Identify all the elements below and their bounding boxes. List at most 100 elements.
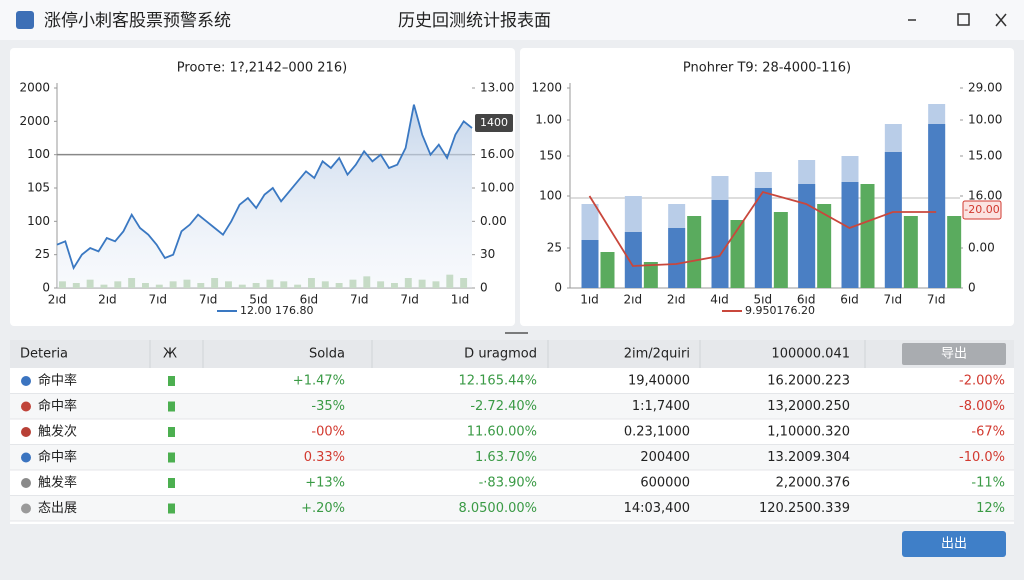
cell: -8.00%: [959, 399, 1005, 414]
cell: -35%: [311, 399, 345, 414]
y-tick-label: 1200: [531, 81, 562, 95]
row-dot: [21, 503, 31, 514]
bar: [711, 200, 729, 288]
cell: 19,40000: [628, 374, 690, 389]
cell: -00%: [311, 425, 345, 440]
x-tick-label: 7ıd: [400, 293, 419, 307]
cell: 2,2000.376: [776, 476, 850, 491]
footer-button[interactable]: [902, 531, 1006, 557]
x-tick-label: 5ıd: [249, 293, 268, 307]
window-controls[interactable]: [908, 13, 1007, 27]
legend-label: 9.950176.20: [745, 304, 815, 317]
y-tick-label: 105: [27, 181, 50, 195]
y2-tick-label: 30: [480, 247, 495, 261]
row-label: 命中率: [38, 373, 77, 389]
cell: 1:1,7400: [632, 399, 690, 414]
bar: [730, 220, 745, 288]
y2-tick-label: 0.00: [968, 241, 995, 255]
x-tick-label: 6ıd: [300, 293, 319, 307]
y2-tick-label: 16.00: [968, 189, 1002, 203]
cell: +13%: [305, 476, 345, 491]
table: [10, 340, 1014, 524]
bar: [581, 240, 599, 288]
y2-tick-label: 0: [480, 281, 488, 295]
bar: [903, 216, 918, 288]
bar: [798, 184, 816, 288]
bar: [773, 212, 788, 288]
x-tick-label: 2ıd: [667, 293, 686, 307]
column-header: Solda: [309, 347, 345, 362]
column-header: 100000.041: [771, 347, 850, 362]
legend-label: 12.00 176.80: [240, 304, 313, 317]
x-tick-label: 7ıd: [884, 293, 903, 307]
tag-label: -20.00: [964, 203, 999, 216]
row-dot: [21, 478, 31, 488]
bar: [817, 204, 832, 288]
row-label: 触发率: [38, 475, 77, 491]
column-header: Deteria: [20, 347, 68, 362]
x-tick-label: 2ıd: [624, 293, 643, 307]
app-title: 涨停小刺客股票预警系统: [44, 11, 231, 31]
x-tick-label: 7ıd: [927, 293, 946, 307]
y2-tick-label: 29.00: [968, 81, 1002, 95]
y-tick-label: 100: [27, 147, 50, 161]
x-tick-label: 4ıd: [710, 293, 729, 307]
bar: [884, 152, 902, 288]
column-header: Ж: [163, 347, 177, 362]
x-tick-label: 5ıd: [754, 293, 773, 307]
row-icon: [168, 427, 175, 437]
bar: [841, 182, 859, 288]
row-label: 命中率: [38, 398, 77, 414]
cell: -·83.90%: [479, 476, 537, 491]
bar: [600, 252, 615, 288]
chart-title: Pnohrer T9: 28-4000-116): [683, 61, 851, 76]
export-label[interactable]: 导出: [941, 347, 967, 362]
close[interactable]: [995, 13, 1007, 27]
y-tick-label: 1.00: [535, 113, 562, 127]
row-dot: [21, 452, 31, 463]
cell: +1.47%: [293, 374, 345, 389]
line: [56, 104, 473, 271]
cell: 11.60.00%: [467, 425, 537, 440]
bar: [687, 216, 702, 288]
row-icon: [168, 376, 175, 386]
y-tick-label: 25: [547, 241, 562, 255]
app-icon: [16, 11, 34, 29]
row-dot: [21, 427, 31, 437]
cell: -11%: [971, 476, 1005, 491]
y-tick-label: 100: [539, 189, 562, 203]
bar: [928, 124, 946, 288]
y-tick-label: 2000: [19, 81, 50, 95]
cell: 600000: [640, 476, 690, 491]
row-stripe: [10, 394, 1014, 420]
cell: 13.2009.304: [767, 450, 850, 465]
row-icon: [168, 478, 175, 488]
line: [588, 190, 937, 267]
y-tick-label: 150: [539, 149, 562, 163]
row-label: 态出展: [38, 501, 77, 516]
y2-tick-label: 10.00: [480, 181, 514, 195]
y-tick-label: 100: [27, 214, 50, 228]
cell: 8.0500.00%: [458, 501, 537, 516]
cell: 0.33%: [304, 450, 345, 465]
x-tick-label: 2ıd: [48, 293, 67, 307]
x-tick-label: 7ıd: [199, 293, 218, 307]
maximize[interactable]: [957, 13, 970, 26]
table-header: [10, 340, 1014, 368]
export-button[interactable]: [902, 343, 1006, 365]
footer-button-label[interactable]: 出出: [941, 537, 967, 552]
row-icon: [168, 452, 175, 463]
y2-tick-label: 16.00: [480, 147, 514, 161]
y2-tick-label: 13.00: [480, 81, 514, 95]
x-tick-label: 1ıd: [580, 293, 599, 307]
y-tick-label: 0: [554, 281, 562, 295]
y-tick-label: 0: [42, 281, 50, 295]
x-tick-label: 6ıd: [840, 293, 859, 307]
column-header: 2im/2quiri: [624, 347, 690, 362]
chart-title: Prooте: 1?,2142–000 216): [177, 61, 347, 76]
cell: 14:03,400: [624, 501, 690, 516]
cell: 200400: [640, 450, 690, 465]
cell: 1.63.70%: [475, 450, 537, 465]
